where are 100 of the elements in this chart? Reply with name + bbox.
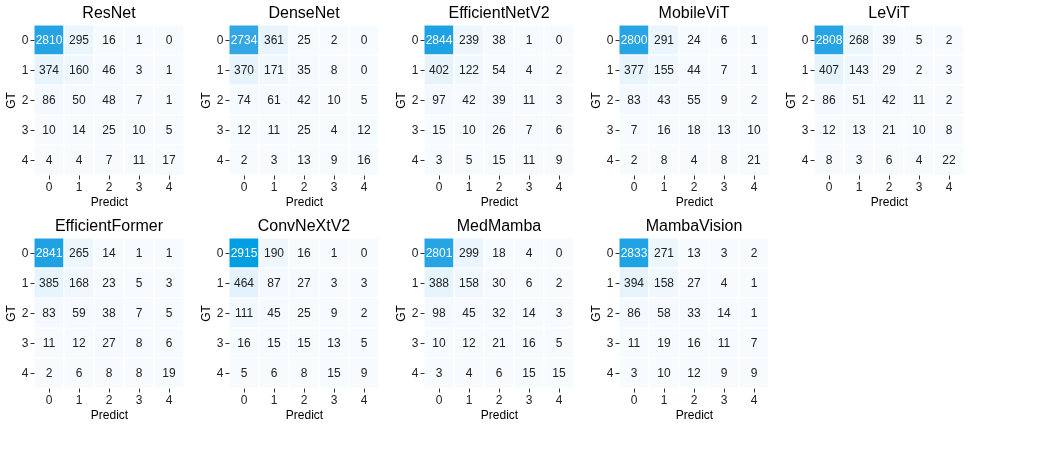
x-tick-label: 3 (525, 179, 533, 194)
x-tick-label: 2 (690, 392, 698, 407)
data-label: 5 (135, 276, 143, 290)
data-label: 15 (297, 336, 311, 350)
data-label: 1 (750, 306, 758, 320)
y-tick-label: 3 (21, 336, 29, 350)
data-label: 43 (657, 93, 671, 107)
y-tick-label: 4 (606, 366, 614, 380)
data-label: 33 (687, 306, 701, 320)
data-label: 2 (945, 33, 953, 47)
data-label: 1 (750, 276, 758, 290)
y-tick-label: 0 (606, 33, 614, 47)
data-label: 97 (432, 93, 446, 107)
y-tick-label: 3 (411, 123, 419, 137)
x-tick-label: 1 (855, 179, 863, 194)
data-label: 1 (135, 246, 143, 260)
data-label: 10 (912, 123, 926, 137)
data-label: 6 (885, 153, 893, 167)
data-label: 13 (327, 336, 341, 350)
data-label: 14 (717, 306, 731, 320)
data-label: 1 (165, 93, 173, 107)
y-tick-label: 1 (21, 63, 29, 77)
y-tick-label: 2 (21, 306, 29, 320)
data-label: 54 (492, 63, 506, 77)
data-label: 190 (263, 246, 285, 260)
data-label: 11 (522, 153, 536, 167)
data-label: 46 (102, 63, 116, 77)
x-tick-label: 0 (435, 179, 443, 194)
x-tick-label: 0 (45, 392, 53, 407)
data-label: 48 (102, 93, 116, 107)
data-label: 12 (822, 123, 836, 137)
data-label: 3 (135, 63, 143, 77)
y-tick-label: 0 (606, 246, 614, 260)
data-label: 27 (687, 276, 701, 290)
x-tick-label: 1 (75, 179, 83, 194)
data-label: 15 (552, 366, 566, 380)
y-tick-label: 2 (606, 306, 614, 320)
data-label: 44 (687, 63, 701, 77)
data-label: 25 (297, 33, 311, 47)
data-label: 11 (912, 93, 926, 107)
x-tick-label: 1 (660, 392, 668, 407)
y-tick-label: 0 (216, 33, 224, 47)
data-label: 10 (42, 123, 56, 137)
data-label: 83 (627, 93, 641, 107)
x-tick-label: 4 (360, 179, 368, 194)
data-label: 2 (240, 153, 248, 167)
data-label: 16 (237, 336, 251, 350)
y-tick-label: 3 (216, 336, 224, 350)
y-tick-label: 2 (216, 93, 224, 107)
x-tick-label: 3 (330, 392, 338, 407)
x-tick-label: 0 (435, 392, 443, 407)
data-label: 299 (458, 246, 480, 260)
data-label: 21 (747, 153, 761, 167)
x-axis-title: Predict (480, 194, 519, 209)
x-tick-label: 2 (105, 179, 113, 194)
data-label: 5 (915, 33, 923, 47)
x-tick-label: 2 (495, 392, 503, 407)
data-label: 14 (102, 246, 116, 260)
data-label: 7 (105, 153, 113, 167)
data-label: 271 (653, 246, 675, 260)
data-label: 50 (72, 93, 86, 107)
data-label: 239 (458, 33, 480, 47)
data-label: 4 (720, 276, 728, 290)
data-label: 5 (465, 153, 473, 167)
data-label: 22 (942, 153, 956, 167)
x-tick-label: 0 (45, 179, 53, 194)
data-label: 8 (825, 153, 833, 167)
y-axis-title: GT (783, 91, 798, 109)
data-label: 370 (233, 63, 255, 77)
y-tick-label: 0 (21, 33, 29, 47)
data-label: 2 (555, 63, 563, 77)
y-tick-label: 3 (21, 123, 29, 137)
data-label: 9 (360, 366, 368, 380)
data-label: 2808 (815, 33, 843, 47)
data-label: 1 (750, 33, 758, 47)
data-label: 11 (42, 336, 56, 350)
data-label: 8 (105, 366, 113, 380)
chart-title: LeViT (868, 3, 910, 21)
x-tick-label: 3 (915, 179, 923, 194)
data-label: 25 (297, 123, 311, 137)
chart-title: DenseNet (268, 3, 341, 21)
y-tick-label: 1 (606, 63, 614, 77)
y-tick-label: 4 (216, 366, 224, 380)
data-label: 5 (360, 93, 368, 107)
x-axis-title: Predict (480, 407, 519, 422)
data-label: 385 (38, 276, 60, 290)
data-label: 3 (330, 276, 338, 290)
data-label: 6 (525, 276, 533, 290)
data-label: 407 (818, 63, 840, 77)
data-label: 2 (45, 366, 53, 380)
chart-title: MedMamba (456, 216, 542, 234)
x-tick-label: 1 (465, 179, 473, 194)
y-tick-label: 3 (606, 336, 614, 350)
data-label: 13 (297, 153, 311, 167)
data-label: 25 (102, 123, 116, 137)
data-label: 26 (492, 123, 506, 137)
x-axis-title: Predict (285, 407, 324, 422)
y-tick-label: 1 (801, 63, 809, 77)
data-label: 3 (720, 246, 728, 260)
data-label: 7 (720, 63, 728, 77)
